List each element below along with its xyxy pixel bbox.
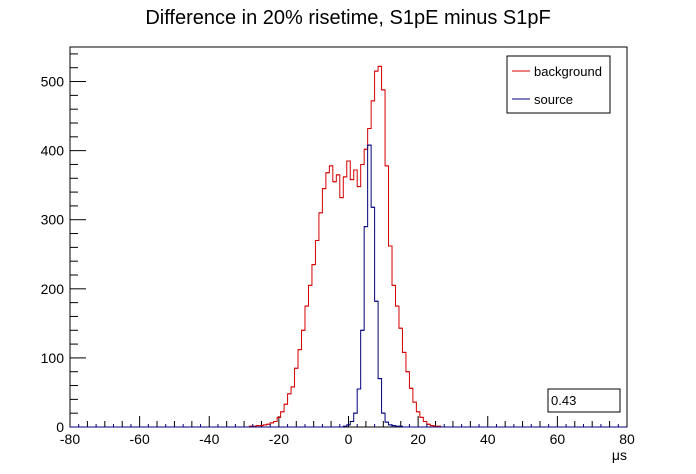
histogram-line-source	[70, 144, 627, 428]
x-tick-label: 80	[619, 431, 635, 447]
x-tick-label: -40	[199, 431, 219, 447]
x-axis-label: μs	[612, 447, 627, 463]
x-tick-label: 20	[410, 431, 426, 447]
stat-box-frame	[547, 388, 621, 413]
legend-label-source: source	[534, 92, 573, 107]
y-tick-label: 100	[41, 350, 65, 366]
y-axis-tick-labels: 0 100 200 300 400 500	[41, 74, 65, 435]
chart-title: Difference in 20% risetime, S1pE minus S…	[145, 7, 550, 29]
x-tick-label: 40	[480, 431, 496, 447]
x-axis-tick-labels: -80 -60 -40 -20 0 20 40 60 80	[60, 431, 635, 447]
y-tick-label: 300	[41, 212, 65, 228]
x-tick-label: -20	[269, 431, 289, 447]
y-tick-label: 0	[56, 419, 64, 435]
x-tick-label: 0	[345, 431, 353, 447]
histogram-line-background	[70, 65, 627, 428]
stat-box: 0.43	[547, 388, 621, 413]
series-layer	[70, 65, 627, 428]
series-background	[70, 65, 627, 428]
y-tick-label: 400	[41, 143, 65, 159]
baseline-markers	[78, 424, 619, 427]
x-tick-label: 60	[550, 431, 566, 447]
stat-box-value: 0.43	[551, 393, 576, 408]
y-axis-ticks	[70, 53, 86, 428]
legend-label-background: background	[534, 64, 602, 79]
series-source	[70, 144, 627, 428]
legend-box	[506, 55, 611, 114]
y-tick-label: 200	[41, 281, 65, 297]
y-tick-label: 500	[41, 74, 65, 90]
x-tick-label: -80	[60, 431, 80, 447]
x-tick-label: -60	[130, 431, 150, 447]
legend: background source	[506, 55, 611, 114]
